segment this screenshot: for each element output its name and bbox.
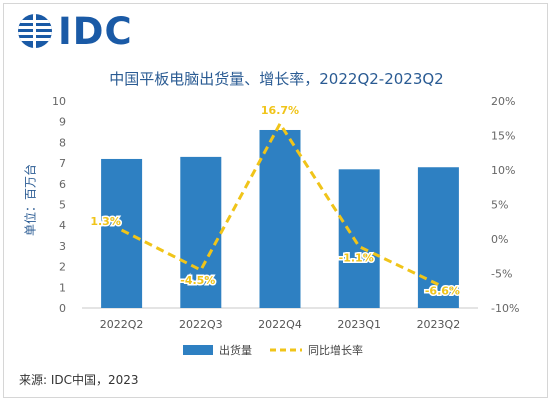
y2-tick-label: -10% bbox=[491, 302, 519, 315]
x-tick-label: 2022Q3 bbox=[179, 318, 223, 331]
y-tick-label: 5 bbox=[59, 199, 66, 212]
legend: 出货量 同比增长率 bbox=[183, 343, 363, 357]
x-tick-label: 2023Q2 bbox=[417, 318, 461, 331]
growth-data-label: -1.1% bbox=[339, 252, 374, 265]
growth-data-label: -4.5% bbox=[180, 274, 215, 287]
bar bbox=[338, 169, 380, 308]
y-tick-label: 0 bbox=[59, 302, 66, 315]
y-tick-label: 2 bbox=[59, 261, 66, 274]
y-tick-label: 9 bbox=[59, 116, 66, 129]
legend-bar-label: 出货量 bbox=[219, 343, 252, 357]
y2-tick-label: 10% bbox=[491, 164, 515, 177]
y2-tick-label: 0% bbox=[491, 233, 508, 246]
bar bbox=[259, 129, 301, 308]
y-tick-label: 1 bbox=[59, 281, 66, 294]
y-tick-label: 7 bbox=[59, 157, 66, 170]
logo-text: IDC bbox=[58, 9, 133, 53]
growth-line bbox=[120, 122, 440, 286]
y-tick-label: 6 bbox=[59, 178, 66, 191]
growth-data-label: 16.7% bbox=[261, 104, 299, 117]
legend-line-label: 同比增长率 bbox=[308, 343, 363, 357]
y2-tick-label: 5% bbox=[491, 199, 508, 212]
y-tick-label: 8 bbox=[59, 136, 66, 149]
y-tick-label: 4 bbox=[59, 219, 66, 232]
idc-logo: IDC bbox=[16, 12, 133, 50]
bar bbox=[180, 156, 222, 308]
y2-tick-label: 15% bbox=[491, 130, 515, 143]
y-tick-label: 3 bbox=[59, 240, 66, 253]
legend-bar-swatch bbox=[183, 345, 213, 355]
x-tick-label: 2023Q1 bbox=[337, 318, 381, 331]
y-tick-label: 10 bbox=[52, 95, 66, 108]
y2-tick-label: -5% bbox=[491, 268, 512, 281]
bar bbox=[417, 167, 459, 308]
growth-data-label: -6.6% bbox=[425, 285, 460, 298]
y2-tick-label: 20% bbox=[491, 95, 515, 108]
x-tick-label: 2022Q2 bbox=[100, 318, 144, 331]
source-note: 来源: IDC中国，2023 bbox=[19, 373, 139, 387]
globe-icon bbox=[18, 14, 52, 48]
growth-data-label: 1.3% bbox=[90, 215, 121, 228]
bar bbox=[101, 158, 143, 308]
chart-title: 中国平板电脑出货量、增长率，2022Q2-2023Q2 bbox=[109, 70, 444, 88]
x-tick-label: 2022Q4 bbox=[258, 318, 302, 331]
